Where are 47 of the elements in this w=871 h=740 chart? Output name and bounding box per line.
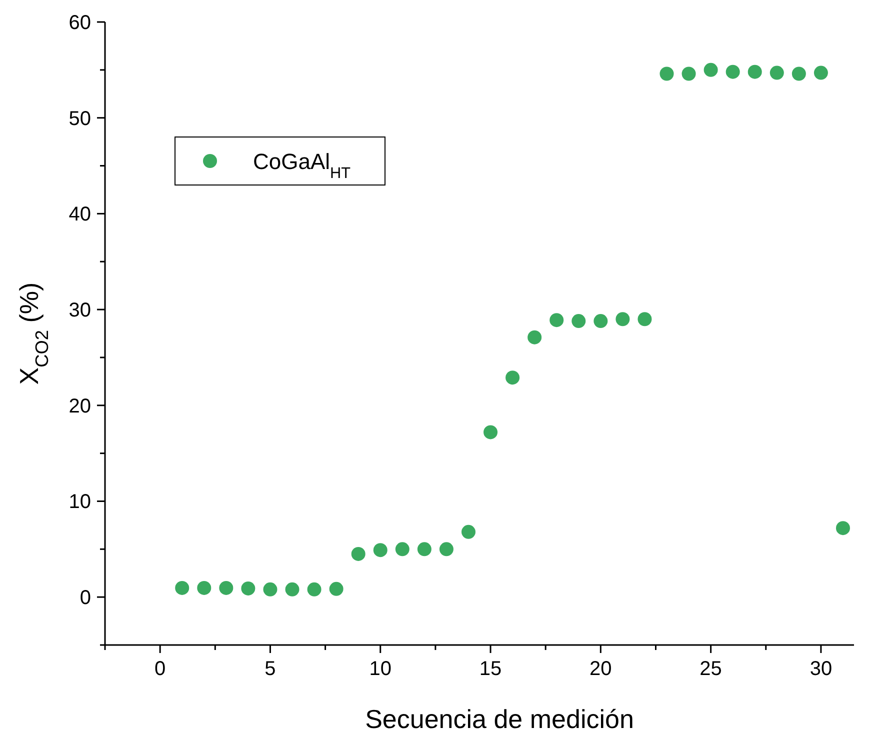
point [461,524,476,539]
point [417,542,432,556]
point [572,314,586,328]
x-tick-label: 5 [264,658,276,680]
point [285,582,300,596]
x-tick-label: 0 [154,658,166,680]
y-tick-label: 10 [68,491,91,514]
point [616,312,630,326]
point [219,580,234,595]
x-tick-label: 20 [590,658,612,680]
point [836,521,850,536]
point [594,314,608,328]
point [770,66,784,80]
point [351,546,366,561]
x-tick-label: 10 [369,658,392,680]
point [329,582,344,596]
point [484,425,498,440]
point [395,542,410,556]
point [550,313,564,328]
y-tick-label: 50 [68,108,91,130]
point [373,543,388,558]
point [792,66,806,81]
point [638,312,652,326]
x-axis-title: Secuencia de medición [365,704,634,734]
y-tick-label: 30 [68,300,91,322]
y-tick-label: 60 [68,12,91,34]
point [175,580,190,595]
y-tick-label: 20 [68,395,91,418]
x-tick-label: 25 [700,658,722,680]
point [682,66,696,81]
point [506,370,520,385]
point [263,582,278,596]
y-tick-label: 40 [68,204,91,226]
legend-label: CoGaAl$_{HT}$ [253,149,352,182]
point [197,580,212,595]
y-tick-label: 0 [80,587,91,610]
point [748,64,762,79]
point [307,582,322,596]
point [241,581,256,596]
point [528,330,542,344]
point [704,62,718,77]
point [814,66,828,80]
point [439,542,454,556]
x-tick-label: 30 [810,658,832,680]
point [660,66,674,81]
point [726,64,740,79]
x-tick-label: 15 [479,658,502,680]
